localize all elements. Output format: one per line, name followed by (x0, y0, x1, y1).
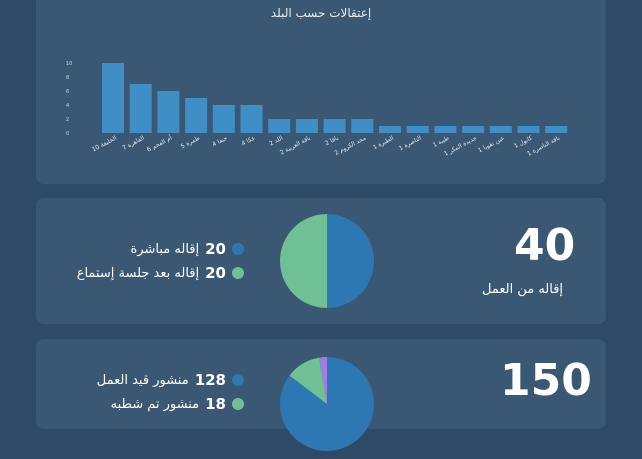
bar-label: 7 القاهرة (121, 134, 146, 151)
arrests-chart-card: إعتقالات حسب البلد 10 8 6 4 2 0 10 الخليفة 7 ال… (36, 0, 606, 184)
legend-dot (232, 243, 244, 255)
bar-label: 4 عكا (240, 135, 256, 148)
legend-count: 20 (205, 264, 226, 282)
bar (268, 119, 291, 133)
bar-label: 4 حيفا (211, 134, 229, 148)
bar (323, 119, 346, 133)
bar (185, 98, 208, 133)
bar-chart: 10 8 6 4 2 0 10 الخليفة 7 القاهرة 6 أم الفحم 5 طم… (66, 61, 568, 158)
y-tick-label: 6 (66, 89, 69, 95)
bar (379, 126, 401, 133)
posts-total: 150 (500, 355, 592, 406)
dismissals-total: 40 (514, 220, 576, 271)
bar-label: 1 عين نقوبا (477, 135, 506, 155)
bar (517, 126, 540, 133)
pie-slice (319, 357, 327, 404)
pie-slice (280, 214, 327, 308)
bar-label: 6 أم الفحم (145, 134, 173, 154)
bar-label: 1 طيبة (432, 134, 451, 148)
bar (462, 126, 485, 133)
legend-item: 20 إقاله بعد جلسة إستماع (77, 264, 244, 282)
dismissals-card: 40 إقاله من العمل 20 إقاله مباشرة 20 إقا… (36, 198, 606, 324)
y-tick-label: 2 (66, 117, 69, 123)
bar (212, 105, 235, 133)
dismissals-legend: 20 إقاله مباشرة 20 إقاله بعد جلسة إستماع (77, 240, 244, 282)
bar (489, 126, 512, 133)
dismissals-pie (280, 214, 374, 308)
bar (129, 84, 152, 133)
bar-label: 2 يافا (324, 134, 340, 147)
posts-pie (280, 357, 374, 451)
bar-label: 1 الناصرة (398, 134, 423, 152)
bar (157, 91, 180, 133)
chart-title: إعتقالات حسب البلد (270, 6, 372, 20)
bar-label: 2 باقة الغربية (279, 134, 312, 156)
bar (102, 63, 124, 133)
legend-dot (232, 398, 244, 410)
bar (295, 119, 318, 133)
legend-label: إقاله بعد جلسة إستماع (76, 265, 200, 281)
bar (434, 126, 457, 133)
bar (351, 119, 374, 133)
legend-count: 18 (205, 395, 226, 413)
legend-count: 128 (194, 371, 226, 389)
posts-card: 150 128 منشور قيد العمل 18 منشور تم شطبه (36, 339, 606, 451)
pie-slice (327, 214, 374, 308)
bar-label: 2 اللد (268, 134, 284, 147)
bar-label: 5 طمرة (180, 134, 202, 150)
dismissals-caption: إقاله من العمل (482, 282, 564, 297)
bar (240, 105, 263, 133)
bar-label: 1 الطيرة (372, 134, 395, 151)
legend-dot (232, 267, 244, 279)
y-tick-label: 8 (66, 75, 69, 81)
y-tick-label: 0 (66, 131, 69, 137)
legend-item: 20 إقاله مباشرة (77, 240, 244, 258)
legend-dot (232, 374, 244, 386)
bar-label: 2 مجد الكروم (333, 135, 367, 157)
bar (406, 126, 429, 133)
legend-item: 128 منشور قيد العمل (97, 371, 244, 389)
y-tick-label: 10 (66, 61, 72, 67)
legend-label: إقاله مباشرة (130, 241, 200, 257)
pie-slice (289, 357, 327, 404)
legend-item: 18 منشور تم شطبه (97, 395, 244, 413)
bar (545, 126, 568, 133)
y-tick-label: 4 (66, 103, 69, 109)
legend-label: منشور تم شطبه (110, 396, 200, 412)
bar-label: 10 الخليفة (91, 134, 118, 153)
legend-count: 20 (205, 240, 226, 258)
posts-legend: 128 منشور قيد العمل 18 منشور تم شطبه (97, 371, 244, 413)
legend-label: منشور قيد العمل (96, 372, 189, 388)
bar-label: 1 كابول (513, 135, 534, 150)
